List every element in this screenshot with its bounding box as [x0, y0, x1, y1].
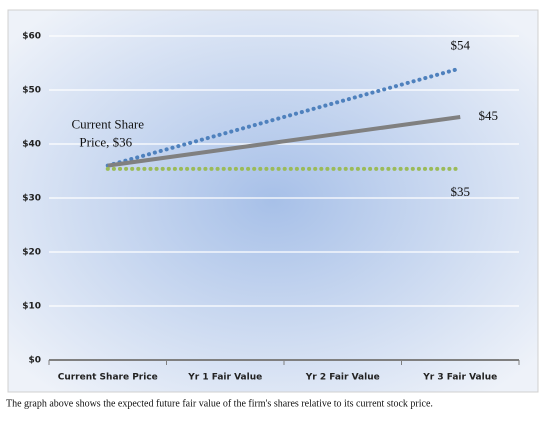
data-label: $54 [451, 37, 471, 52]
y-tick-label: $60 [22, 32, 41, 42]
series-line [107, 115, 461, 168]
y-tick-label: $20 [22, 248, 41, 258]
y-tick-label: $0 [28, 356, 41, 366]
y-tick-label: $40 [22, 140, 41, 150]
caption: The graph above shows the expected futur… [6, 398, 433, 409]
annotation: Current Share [71, 117, 144, 132]
x-tick-label: Yr 3 Fair Value [422, 373, 497, 383]
y-tick-label: $10 [22, 302, 41, 312]
x-tick-label: Yr 2 Fair Value [305, 373, 380, 383]
data-label: $35 [451, 184, 471, 199]
x-tick-label: Yr 1 Fair Value [187, 373, 262, 383]
annotation: Price, $36 [79, 135, 132, 150]
y-tick-label: $50 [22, 86, 41, 96]
data-label: $45 [479, 108, 499, 123]
y-tick-label: $30 [22, 194, 41, 204]
chart-area [7, 9, 539, 393]
x-tick-label: Current Share Price [58, 373, 158, 383]
series-line [105, 66, 463, 168]
